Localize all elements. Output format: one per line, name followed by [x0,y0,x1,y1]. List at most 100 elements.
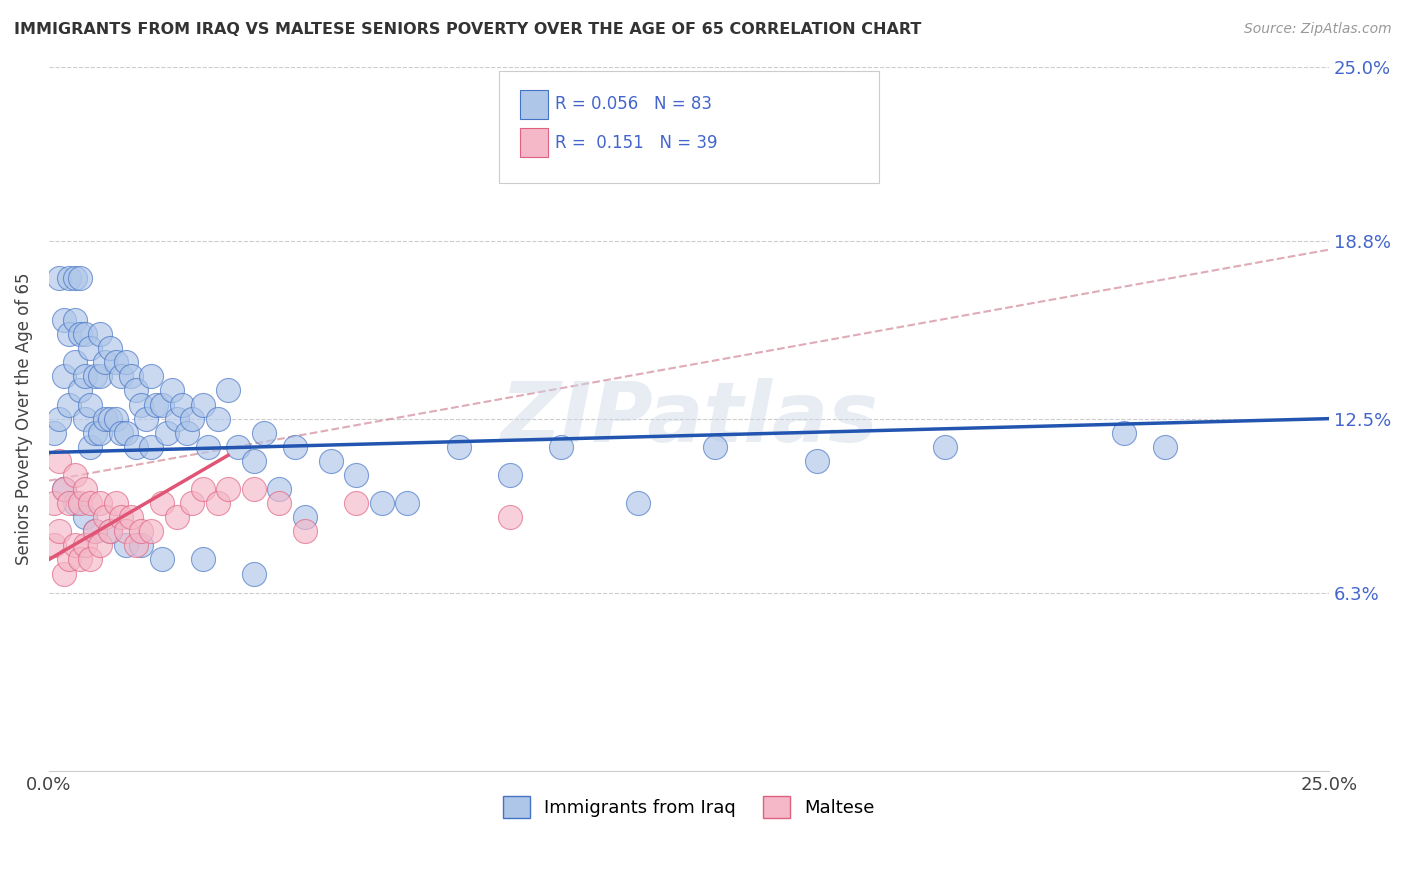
Point [181,411,204,425]
Point [63,313,86,327]
Point [89,369,111,384]
Point [141,524,163,539]
Point [53,369,76,384]
Point [104,496,127,510]
Point [120,510,142,524]
Point [125,538,148,552]
Point [73,482,96,496]
Point [48,454,70,468]
Point [1114,425,1136,440]
Point [79,398,101,412]
Point [141,369,163,384]
Point [94,411,117,425]
Point [499,510,522,524]
Point [89,538,111,552]
Point [269,482,291,496]
Point [125,440,148,454]
Point [48,270,70,285]
Point [73,411,96,425]
Point [73,538,96,552]
Point [129,538,152,552]
Point [371,496,394,510]
Point [145,398,167,412]
Point [207,411,229,425]
Point [69,552,91,566]
Point [627,496,650,510]
Point [58,496,80,510]
Point [73,327,96,342]
Point [73,369,96,384]
Point [58,270,80,285]
Point [166,510,188,524]
Point [499,467,522,482]
Point [191,398,214,412]
Point [94,355,117,369]
Point [53,566,76,581]
Point [110,425,132,440]
Point [100,524,122,539]
Point [156,425,179,440]
Point [217,482,239,496]
Point [550,440,572,454]
Point [703,440,725,454]
Point [84,369,107,384]
Point [269,496,291,510]
Point [79,341,101,355]
Point [58,327,80,342]
Point [53,313,76,327]
Point [125,384,148,398]
Point [160,384,183,398]
Point [84,524,107,539]
Point [191,482,214,496]
Point [89,327,111,342]
Point [58,552,80,566]
Point [191,552,214,566]
Point [253,425,276,440]
Point [53,482,76,496]
Point [48,411,70,425]
Point [242,482,264,496]
Point [114,425,136,440]
Text: IMMIGRANTS FROM IRAQ VS MALTESE SENIORS POVERTY OVER THE AGE OF 65 CORRELATION C: IMMIGRANTS FROM IRAQ VS MALTESE SENIORS … [14,22,921,37]
Point [69,270,91,285]
Point [79,496,101,510]
Point [120,369,142,384]
Point [69,496,91,510]
Point [69,384,91,398]
Point [89,425,111,440]
Point [42,538,65,552]
Point [197,440,219,454]
Point [294,524,316,539]
Point [100,524,122,539]
Point [63,496,86,510]
Point [84,425,107,440]
Point [396,496,419,510]
Point [63,538,86,552]
Point [110,510,132,524]
Point [1154,440,1177,454]
Point [166,411,188,425]
Point [42,496,65,510]
Point [447,440,470,454]
Text: R = 0.056   N = 83: R = 0.056 N = 83 [555,95,713,113]
Legend: Immigrants from Iraq, Maltese: Immigrants from Iraq, Maltese [495,789,883,825]
Point [228,440,250,454]
Point [42,425,65,440]
Point [135,411,157,425]
Point [172,398,194,412]
Point [242,566,264,581]
Point [84,524,107,539]
Point [94,510,117,524]
Point [934,440,956,454]
Point [79,440,101,454]
Point [344,467,367,482]
Point [242,454,264,468]
Point [104,355,127,369]
Point [806,454,828,468]
Text: Source: ZipAtlas.com: Source: ZipAtlas.com [1244,22,1392,37]
Point [104,411,127,425]
Point [141,440,163,454]
Point [207,496,229,510]
Point [114,355,136,369]
Point [53,482,76,496]
